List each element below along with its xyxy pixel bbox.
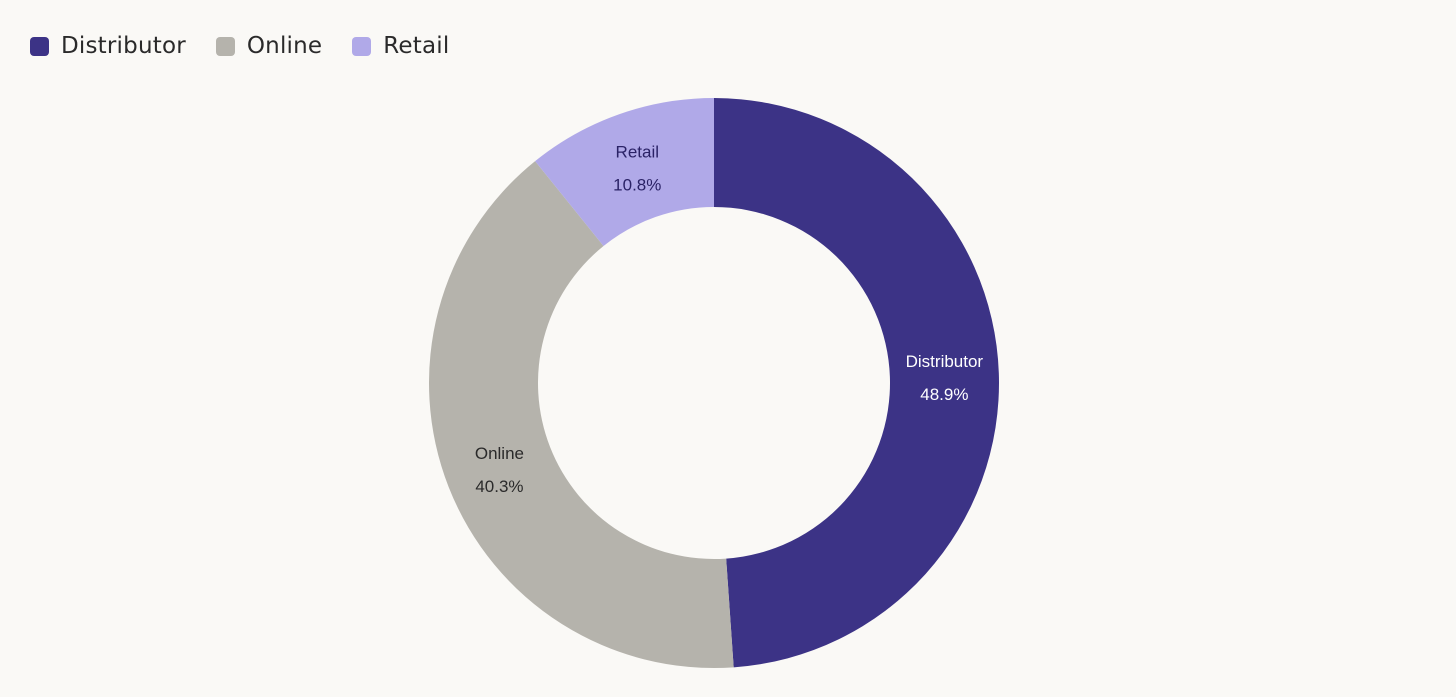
- legend-item-distributor[interactable]: Distributor: [30, 33, 186, 59]
- slice-online[interactable]: [428, 161, 734, 668]
- legend-label-online: Online: [246, 33, 323, 59]
- slice-label-distributor: Distributor: [906, 352, 984, 371]
- slice-value-online: 40.3%: [475, 477, 523, 496]
- legend-label-retail: Retail: [383, 33, 450, 59]
- slice-retail[interactable]: [535, 98, 714, 246]
- legend-swatch-distributor: [30, 36, 49, 56]
- legend-swatch-online: [215, 36, 235, 56]
- legend-swatch-retail: [352, 36, 372, 56]
- legend-label-distributor: Distributor: [61, 33, 186, 59]
- chart-legend: Distributor Online Retail: [30, 28, 479, 64]
- slice-distributor[interactable]: [714, 98, 999, 668]
- legend-item-retail[interactable]: Retail: [352, 33, 449, 59]
- slice-value-retail: 10.8%: [613, 176, 661, 195]
- slice-value-distributor: 48.9%: [920, 385, 968, 404]
- slice-label-online: Online: [475, 444, 524, 463]
- legend-item-online[interactable]: Online: [215, 33, 323, 59]
- slice-label-retail: Retail: [616, 143, 659, 162]
